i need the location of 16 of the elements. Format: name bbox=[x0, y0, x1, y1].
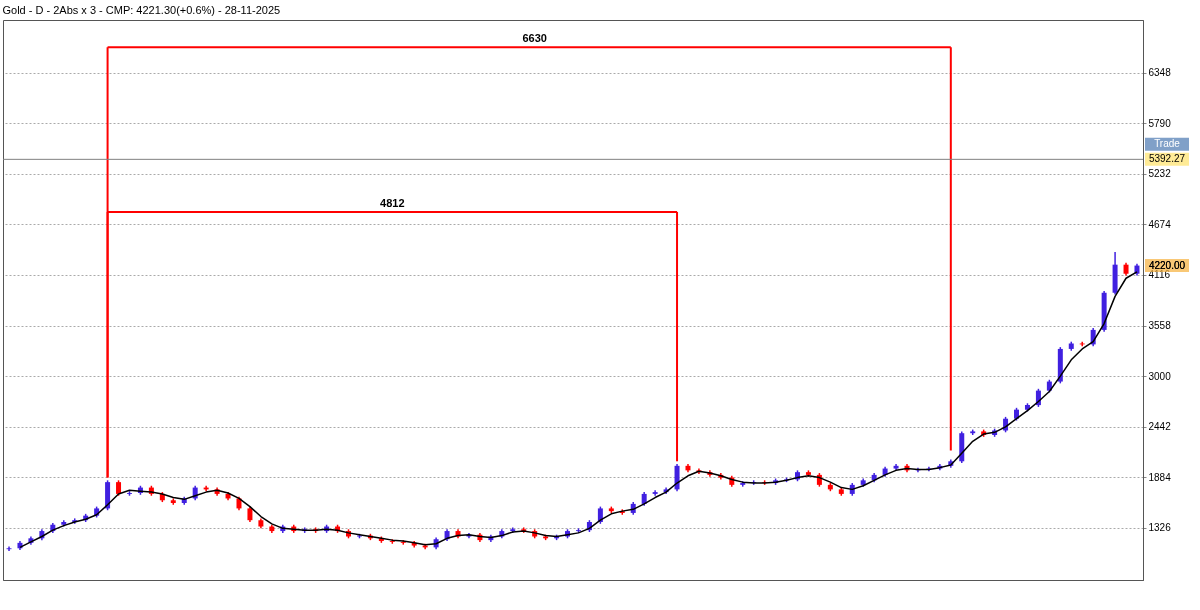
ref-line-label: 5392.27 bbox=[1148, 153, 1186, 165]
text: Trade bbox=[1154, 138, 1181, 150]
y-tick-label: 4116 bbox=[1148, 269, 1171, 281]
y-tick-label: 2442 bbox=[1148, 421, 1172, 433]
y-tick-label: 5790 bbox=[1148, 117, 1172, 129]
series-label: 4812 bbox=[380, 196, 405, 209]
y-tick-label: 1884 bbox=[1148, 471, 1172, 483]
y-tick-label: 1326 bbox=[1148, 522, 1172, 534]
y-tick-label: 4674 bbox=[1148, 218, 1172, 230]
y-tick-label: 5232 bbox=[1148, 168, 1172, 180]
y-tick-label: 3558 bbox=[1148, 320, 1172, 332]
y-tick-label: 6348 bbox=[1148, 67, 1172, 79]
text: 4220.00 bbox=[1148, 259, 1186, 271]
y-tick-label: 3000 bbox=[1148, 370, 1172, 382]
series-label: 6630 bbox=[522, 32, 547, 45]
chart-title: Gold - D - 2Abs x 3 - CMP: 4221.30(+0.6%) - 28-11-2025 bbox=[2, 4, 281, 16]
